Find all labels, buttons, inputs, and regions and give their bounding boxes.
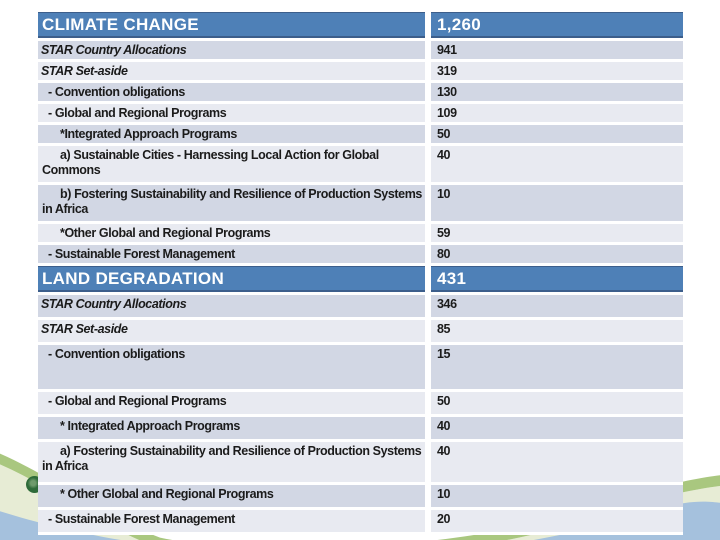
- row-label: - Convention obligations: [38, 345, 425, 389]
- row-label: *Integrated Approach Programs: [38, 125, 425, 143]
- table-row: - Convention obligations 130: [38, 83, 683, 101]
- table-row: * Integrated Approach Programs 40: [38, 417, 683, 439]
- allocations-table: CLIMATE CHANGE 1,260 STAR Country Alloca…: [38, 12, 683, 535]
- row-value: 40: [431, 417, 683, 439]
- row-value: 40: [431, 146, 683, 182]
- wave-blue-band: [0, 501, 720, 540]
- section-header-row: CLIMATE CHANGE 1,260: [38, 12, 683, 38]
- row-label: STAR Country Allocations: [38, 41, 425, 59]
- table-row: - Convention obligations 15: [38, 345, 683, 389]
- row-value: 319: [431, 62, 683, 80]
- section-header-value: 431: [431, 266, 683, 292]
- row-label: - Sustainable Forest Management: [38, 245, 425, 263]
- table-row: - Sustainable Forest Management 80: [38, 245, 683, 263]
- section-header-label: LAND DEGRADATION: [38, 266, 425, 292]
- row-value: 941: [431, 41, 683, 59]
- row-value: 20: [431, 510, 683, 532]
- table-row: - Sustainable Forest Management 20: [38, 510, 683, 532]
- row-label: STAR Country Allocations: [38, 295, 425, 317]
- table-row: STAR Set-aside 85: [38, 320, 683, 342]
- row-label: * Integrated Approach Programs: [38, 417, 425, 439]
- table-row: - Global and Regional Programs 50: [38, 392, 683, 414]
- table-row: * Other Global and Regional Programs 10: [38, 485, 683, 507]
- row-value: 50: [431, 125, 683, 143]
- row-label: a) Sustainable Cities - Harnessing Local…: [38, 146, 425, 182]
- row-value: 109: [431, 104, 683, 122]
- row-label: - Sustainable Forest Management: [38, 510, 425, 532]
- table-row: STAR Set-aside 319: [38, 62, 683, 80]
- table-row: STAR Country Allocations 346: [38, 295, 683, 317]
- row-value: 80: [431, 245, 683, 263]
- section-header-label: CLIMATE CHANGE: [38, 12, 425, 38]
- row-label: STAR Set-aside: [38, 62, 425, 80]
- row-label: *Other Global and Regional Programs: [38, 224, 425, 242]
- row-value: 50: [431, 392, 683, 414]
- row-value: 85: [431, 320, 683, 342]
- table-row: STAR Country Allocations 941: [38, 41, 683, 59]
- row-value: 10: [431, 185, 683, 221]
- section-header-value: 1,260: [431, 12, 683, 38]
- row-label: - Global and Regional Programs: [38, 392, 425, 414]
- row-label: b) Fostering Sustainability and Resilien…: [38, 185, 425, 221]
- row-label: * Other Global and Regional Programs: [38, 485, 425, 507]
- row-label: a) Fostering Sustainability and Resilien…: [38, 442, 425, 482]
- row-label: STAR Set-aside: [38, 320, 425, 342]
- row-value: 346: [431, 295, 683, 317]
- row-value: 10: [431, 485, 683, 507]
- table-row: a) Sustainable Cities - Harnessing Local…: [38, 146, 683, 182]
- table-row: b) Fostering Sustainability and Resilien…: [38, 185, 683, 221]
- row-value: 59: [431, 224, 683, 242]
- table-row: - Global and Regional Programs 109: [38, 104, 683, 122]
- section-header-row: LAND DEGRADATION 431: [38, 266, 683, 292]
- row-value: 15: [431, 345, 683, 389]
- table-row: *Other Global and Regional Programs 59: [38, 224, 683, 242]
- table-row: *Integrated Approach Programs 50: [38, 125, 683, 143]
- row-label: - Global and Regional Programs: [38, 104, 425, 122]
- row-value: 130: [431, 83, 683, 101]
- table-row: a) Fostering Sustainability and Resilien…: [38, 442, 683, 482]
- row-label: - Convention obligations: [38, 83, 425, 101]
- row-value: 40: [431, 442, 683, 482]
